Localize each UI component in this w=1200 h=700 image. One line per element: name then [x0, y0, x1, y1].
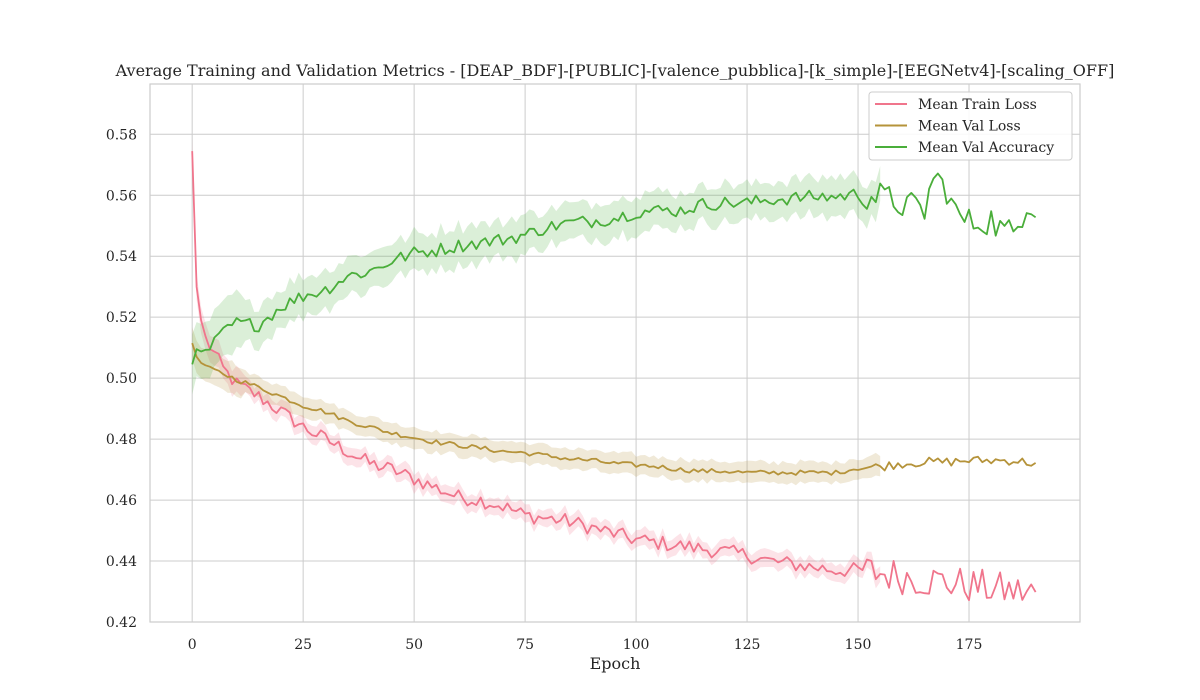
- legend: Mean Train Loss Mean Val Loss Mean Val Acc…: [868, 91, 1073, 161]
- x-tick-label: 175: [956, 637, 983, 653]
- y-ticks: 0.42 0.44 0.46 0.48 0.50 0.52 0.54 0.56 0.58: [106, 127, 137, 631]
- x-tick-label: 125: [734, 637, 761, 653]
- x-tick-label: 0: [188, 637, 197, 653]
- series-line-1: [191, 342, 1037, 476]
- y-tick-label: 0.48: [106, 432, 137, 448]
- y-tick-label: 0.54: [106, 249, 137, 265]
- x-tick-label: 50: [405, 637, 423, 653]
- y-tick-label: 0.46: [106, 493, 137, 509]
- y-tick-label: 0.42: [106, 615, 137, 631]
- x-tick-label: 25: [294, 637, 312, 653]
- x-tick-label: 100: [623, 637, 650, 653]
- series-line-0: [191, 151, 1037, 602]
- y-tick-label: 0.44: [106, 554, 137, 570]
- plot-frame: [149, 83, 1081, 623]
- x-tick-label: 150: [845, 637, 872, 653]
- x-axis-label: Epoch: [590, 654, 641, 673]
- y-tick-label: 0.50: [106, 371, 137, 387]
- legend-label: Mean Train Loss: [918, 97, 1037, 113]
- chart-title: Average Training and Validation Metrics …: [115, 61, 1115, 80]
- series-line-2: [191, 172, 1037, 365]
- series-lines: [191, 151, 1037, 602]
- y-tick-label: 0.58: [106, 127, 137, 143]
- legend-label: Mean Val Accuracy: [918, 140, 1054, 156]
- y-tick-label: 0.52: [106, 310, 137, 326]
- legend-label: Mean Val Loss: [918, 119, 1021, 135]
- x-tick-label: 75: [516, 637, 534, 653]
- legend-box: [868, 91, 1073, 161]
- y-tick-label: 0.56: [106, 188, 137, 204]
- confidence-band-2: [192, 166, 881, 395]
- x-ticks: 0 25 50 75 100 125 150 175: [188, 637, 983, 653]
